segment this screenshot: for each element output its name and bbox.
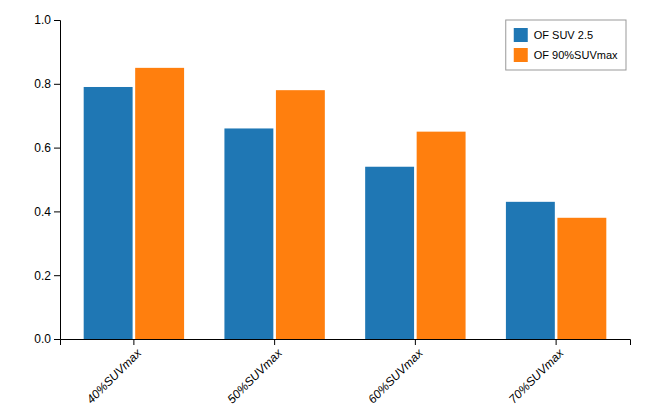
tick: 50%SUVmax — [224, 339, 285, 406]
tick-mark — [54, 148, 60, 149]
tick-label: 70%SUVmax — [506, 345, 567, 406]
tick-label: 0.4 — [34, 205, 51, 219]
bar — [224, 128, 273, 339]
bars — [84, 68, 607, 339]
tick-mark — [54, 211, 60, 212]
bar — [557, 218, 606, 339]
legend-label: OF SUV 2.5 — [534, 29, 593, 41]
tick-mark — [54, 84, 60, 85]
bar-series — [135, 68, 606, 339]
bar — [84, 87, 133, 339]
tick-mark — [556, 339, 557, 345]
tick-mark — [54, 20, 60, 21]
tick-mark — [54, 275, 60, 276]
x-axis: 40%SUVmax 50%SUVmax 60%SUVmax 70%SUVmax — [61, 339, 631, 406]
tick-mark — [274, 339, 275, 345]
tick: 40%SUVmax — [84, 339, 145, 406]
tick: 70%SUVmax — [506, 339, 567, 406]
tick-label: 40%SUVmax — [84, 345, 145, 406]
bar — [365, 167, 414, 339]
bar — [506, 202, 555, 339]
tick: 0.4 — [34, 205, 60, 219]
plot: 0.0 0.2 0.4 0.6 0.8 1.0 40%SUVmax 50%SUVmax 60%S… — [34, 13, 630, 406]
tick: 0.6 — [34, 141, 60, 155]
tick-mark — [54, 339, 60, 340]
tick-label: 0.2 — [34, 269, 51, 283]
legend-item: OF SUV 2.5 — [514, 28, 593, 42]
tick: 0.2 — [34, 269, 60, 283]
tick: 0.0 — [34, 332, 60, 346]
tick: 1.0 — [34, 13, 60, 27]
bar — [276, 90, 325, 339]
axis-line — [61, 340, 631, 346]
tick-label: 0.0 — [34, 332, 51, 346]
bar — [417, 132, 466, 339]
chart: 0.0 0.2 0.4 0.6 0.8 1.0 40%SUVmax 50%SUVmax 60%S… — [0, 0, 650, 419]
tick-label: 0.8 — [34, 77, 51, 91]
y-axis: 0.0 0.2 0.4 0.6 0.8 1.0 — [34, 13, 60, 346]
tick: 0.8 — [34, 77, 60, 91]
legend-item: OF 90%SUVmax — [514, 48, 618, 62]
axis-line — [54, 21, 61, 340]
tick-mark — [415, 339, 416, 345]
tick: 60%SUVmax — [365, 339, 426, 406]
legend-label: OF 90%SUVmax — [534, 49, 618, 61]
tick-label: 60%SUVmax — [365, 345, 426, 406]
legend-swatch — [514, 28, 528, 42]
tick-label: 0.6 — [34, 141, 51, 155]
legend: OF SUV 2.5 OF 90%SUVmax — [506, 20, 626, 70]
bar — [135, 68, 184, 339]
tick-mark — [133, 339, 134, 345]
tick-label: 1.0 — [34, 13, 51, 27]
tick-label: 50%SUVmax — [224, 345, 285, 406]
legend-swatch — [514, 48, 528, 62]
legend-frame — [506, 20, 626, 70]
